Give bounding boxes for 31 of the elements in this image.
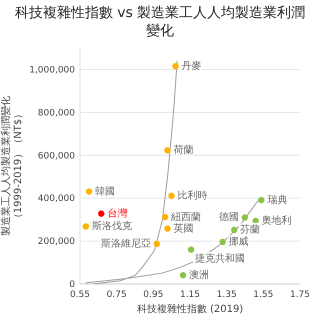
annotation: 澳洲 bbox=[189, 268, 210, 281]
x-tick-label: 1.75 bbox=[290, 290, 310, 300]
x-tick-label: 0.55 bbox=[70, 290, 90, 300]
y-tick-label: 600,000 bbox=[38, 151, 76, 162]
annotation: 荷蘭 bbox=[173, 144, 194, 156]
annotation: 英國 bbox=[173, 222, 194, 234]
annotation: 瑞典 bbox=[267, 194, 288, 206]
y-tick-label: 800,000 bbox=[38, 108, 76, 118]
annotation: 台灣 bbox=[107, 207, 128, 220]
x-tick-label: 0.75 bbox=[106, 290, 127, 300]
y-tick-label: 0 bbox=[69, 280, 76, 290]
y-axis-title: 製造業工人人均製造業利潤變化（1999-2019）（NT$） bbox=[0, 96, 24, 236]
y-tick-label: 400,000 bbox=[38, 194, 76, 204]
annotation: 丹麥 bbox=[182, 60, 202, 72]
annotation: 斯洛伐克 bbox=[92, 220, 132, 232]
x-tick-label: 1.35 bbox=[216, 290, 237, 300]
annotation: 芬蘭 bbox=[240, 224, 260, 236]
annotation: 挪威 bbox=[228, 236, 249, 248]
x-tick-label: 1.15 bbox=[180, 290, 200, 300]
y-tick-label: 1,000,000 bbox=[29, 65, 76, 76]
y-tick-label: 200,000 bbox=[38, 237, 76, 248]
x-tick-label: 0.95 bbox=[143, 290, 164, 300]
x-tick-label: 1.55 bbox=[253, 290, 274, 300]
annotation: 德國 bbox=[218, 212, 239, 224]
annotation: 斯洛維尼亞 bbox=[100, 238, 151, 250]
annotation: 奧地利 bbox=[262, 214, 292, 227]
x-axis-title: 科技複雜性指數 (2019) bbox=[136, 303, 244, 315]
annotation: 韓國 bbox=[94, 185, 115, 198]
annotation: 紐西蘭 bbox=[170, 210, 202, 223]
chart-title: 科技複雜性指數 vs 製造業工人人均製造業利潤變化 bbox=[14, 4, 306, 40]
annotation: 比利時 bbox=[177, 190, 208, 202]
